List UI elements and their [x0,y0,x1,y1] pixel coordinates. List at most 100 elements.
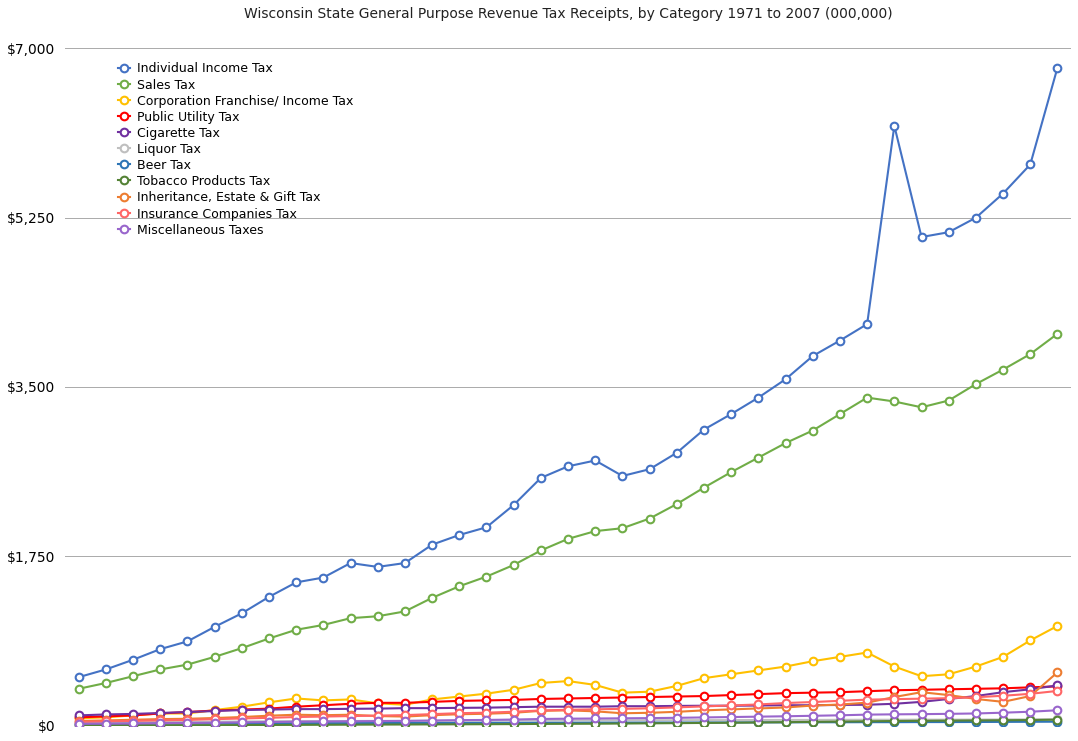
Beer Tax [969,717,982,726]
Liquor Tax [426,717,439,725]
Liquor Tax [344,717,357,725]
Cigarette Tax [969,691,982,700]
Corporation Franchise/ Income Tax [99,713,112,722]
Public Utility Tax [99,712,112,721]
Liquor Tax [942,715,955,724]
Tobacco Products Tax [426,720,439,729]
Sales Tax [589,527,602,536]
Public Utility Tax [1051,682,1064,691]
Individual Income Tax [535,473,548,482]
Insurance Companies Tax [99,717,112,726]
Cigarette Tax [562,702,575,711]
Cigarette Tax [724,701,737,710]
Public Utility Tax [942,685,955,694]
Public Utility Tax [969,685,982,694]
Public Utility Tax [208,706,221,715]
Public Utility Tax [860,687,873,696]
Corporation Franchise/ Income Tax [806,657,819,665]
Insurance Companies Tax [535,706,548,715]
Liquor Tax [671,716,683,725]
Corporation Franchise/ Income Tax [290,694,303,703]
Liquor Tax [616,716,628,725]
Individual Income Tax [915,233,928,242]
Sales Tax [535,546,548,555]
Corporation Franchise/ Income Tax [535,679,548,688]
Inheritance, Estate & Gift Tax [644,708,657,717]
Individual Income Tax [399,559,412,568]
Tobacco Products Tax [399,720,412,729]
Sales Tax [752,453,765,462]
Corporation Franchise/ Income Tax [616,688,628,697]
Cigarette Tax [235,705,248,714]
Individual Income Tax [290,578,303,587]
Public Utility Tax [671,692,683,701]
Miscellaneous Taxes [779,712,792,721]
Inheritance, Estate & Gift Tax [942,691,955,700]
Beer Tax [181,720,194,728]
Corporation Franchise/ Income Tax [1024,636,1037,645]
Individual Income Tax [697,425,710,434]
Inheritance, Estate & Gift Tax [235,713,248,722]
Individual Income Tax [99,665,112,674]
Corporation Franchise/ Income Tax [126,711,139,720]
Corporation Franchise/ Income Tax [697,674,710,682]
Individual Income Tax [1051,63,1064,72]
Tobacco Products Tax [1051,715,1064,724]
Inheritance, Estate & Gift Tax [616,709,628,718]
Inheritance, Estate & Gift Tax [508,708,521,717]
Cigarette Tax [888,700,901,708]
Cigarette Tax [371,704,384,713]
Public Utility Tax [644,693,657,702]
Individual Income Tax [616,471,628,480]
Public Utility Tax [480,696,493,705]
Tobacco Products Tax [480,720,493,728]
Insurance Companies Tax [969,693,982,702]
Miscellaneous Taxes [181,719,194,728]
Line: Individual Income Tax: Individual Income Tax [74,64,1061,681]
Liquor Tax [915,715,928,724]
Tobacco Products Tax [860,717,873,725]
Insurance Companies Tax [806,697,819,706]
Line: Corporation Franchise/ Income Tax: Corporation Franchise/ Income Tax [74,622,1061,722]
Public Utility Tax [263,704,276,713]
Individual Income Tax [752,393,765,402]
Public Utility Tax [290,702,303,711]
Tobacco Products Tax [126,721,139,730]
Corporation Franchise/ Income Tax [480,689,493,698]
Public Utility Tax [72,713,85,722]
Corporation Franchise/ Income Tax [752,666,765,675]
Miscellaneous Taxes [671,714,683,722]
Public Utility Tax [915,685,928,694]
Tobacco Products Tax [453,720,466,728]
Liquor Tax [235,717,248,726]
Liquor Tax [508,716,521,725]
Tobacco Products Tax [589,720,602,728]
Public Utility Tax [806,688,819,697]
Liquor Tax [181,717,194,726]
Insurance Companies Tax [888,695,901,704]
Cigarette Tax [208,707,221,716]
Individual Income Tax [344,559,357,568]
Inheritance, Estate & Gift Tax [154,714,167,723]
Corporation Franchise/ Income Tax [562,677,575,685]
Corporation Franchise/ Income Tax [181,709,194,718]
Insurance Companies Tax [317,712,330,721]
Corporation Franchise/ Income Tax [671,682,683,691]
Sales Tax [1024,350,1037,359]
Inheritance, Estate & Gift Tax [779,703,792,712]
Insurance Companies Tax [915,694,928,703]
Miscellaneous Taxes [833,711,846,720]
Beer Tax [1024,717,1037,726]
Insurance Companies Tax [589,705,602,714]
Miscellaneous Taxes [235,718,248,727]
Inheritance, Estate & Gift Tax [263,711,276,720]
Corporation Franchise/ Income Tax [399,700,412,709]
Beer Tax [779,718,792,727]
Public Utility Tax [562,694,575,703]
Liquor Tax [317,717,330,725]
Corporation Franchise/ Income Tax [1051,622,1064,631]
Miscellaneous Taxes [399,717,412,725]
Tobacco Products Tax [235,721,248,730]
Individual Income Tax [888,122,901,130]
Beer Tax [99,720,112,728]
